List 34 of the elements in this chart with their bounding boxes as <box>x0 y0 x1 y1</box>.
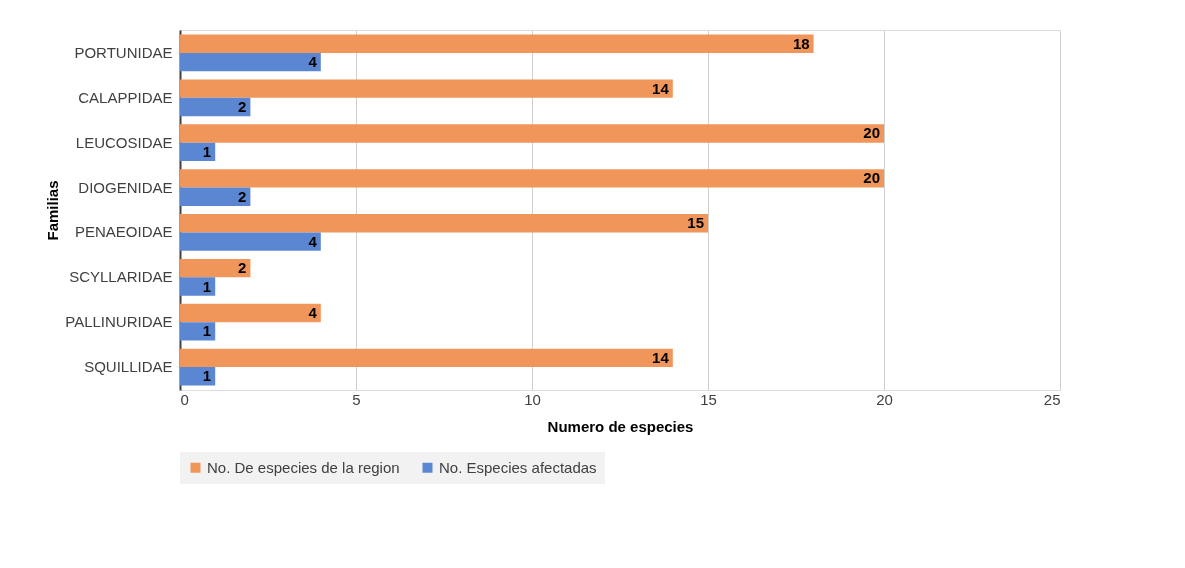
legend-label: No. De especies de la region <box>207 458 400 476</box>
data-label: 18 <box>792 34 810 52</box>
x-tick-label: 25 <box>1043 390 1061 408</box>
data-label: 4 <box>308 304 318 322</box>
data-label: 1 <box>202 322 212 340</box>
data-label: 1 <box>202 367 212 385</box>
data-label: 1 <box>202 277 212 295</box>
y-tick-label: CALAPPIDAE <box>78 88 173 106</box>
data-label: 2 <box>238 97 247 115</box>
data-label: 20 <box>863 124 880 142</box>
y-tick-label: SQUILLIDAE <box>84 358 173 376</box>
data-label: 2 <box>238 259 247 277</box>
y-axis-title: Familias <box>44 180 62 241</box>
data-label: 20 <box>863 169 880 187</box>
y-tick-label: LEUCOSIDAE <box>75 133 173 151</box>
data-label: 4 <box>308 232 318 250</box>
y-tick-label: PORTUNIDAE <box>74 43 173 61</box>
data-label: 14 <box>652 79 670 97</box>
y-tick-label: SCYLLARIDAE <box>69 268 173 286</box>
y-tick-label: PENAEOIDAE <box>74 223 173 241</box>
x-tick-label: 5 <box>352 390 361 408</box>
data-label: 2 <box>238 187 247 205</box>
x-axis-title: Numero de especies <box>547 417 694 435</box>
data-label: 15 <box>687 214 704 232</box>
x-tick-label: 0 <box>180 390 189 408</box>
y-tick-label: PALLINURIDAE <box>65 313 173 331</box>
x-tick-label: 15 <box>700 390 717 408</box>
data-label: 1 <box>202 142 212 160</box>
x-tick-label: 10 <box>524 390 541 408</box>
x-tick-label: 20 <box>876 390 893 408</box>
data-label: 14 <box>652 348 670 366</box>
data-label: 4 <box>308 53 318 71</box>
legend-label: No. Especies afectadas <box>439 458 597 476</box>
y-tick-label: DIOGENIDAE <box>78 178 173 196</box>
